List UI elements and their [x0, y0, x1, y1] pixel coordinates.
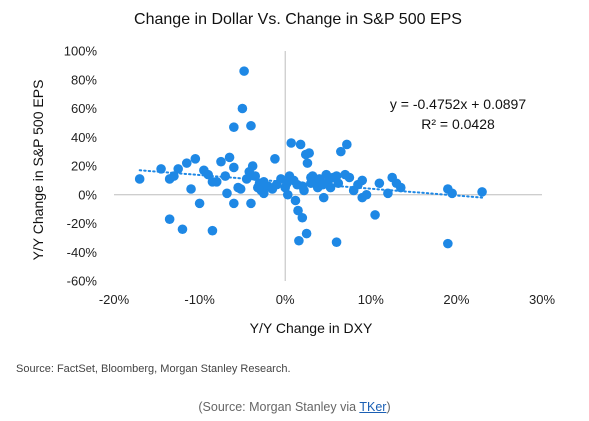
data-point	[477, 187, 487, 197]
data-point	[229, 198, 239, 209]
data-point	[156, 164, 166, 174]
data-point	[259, 188, 269, 199]
data-point	[169, 171, 179, 181]
data-point	[299, 185, 309, 196]
data-point	[294, 235, 304, 246]
source-note: Source: FactSet, Bloomberg, Morgan Stanl…	[16, 363, 291, 375]
data-point	[282, 189, 293, 200]
caption: (Source: Morgan Stanley via TKer)	[0, 400, 589, 414]
trendline-equation: y = -0.4752x + 0.0897	[390, 96, 526, 112]
data-point	[229, 162, 239, 173]
y-tick-label: 20%	[71, 159, 97, 174]
data-point	[224, 152, 235, 163]
data-point	[286, 138, 296, 148]
y-tick-label: 80%	[71, 72, 97, 87]
caption-prefix: (Source: Morgan Stanley via	[198, 400, 360, 414]
data-point	[164, 214, 175, 224]
data-point	[336, 146, 346, 157]
x-tick-label: 20%	[443, 292, 469, 307]
data-point	[333, 178, 344, 189]
data-point	[344, 172, 355, 183]
data-point	[207, 225, 218, 236]
y-tick-label: -40%	[67, 245, 98, 260]
y-tick-label: 0%	[78, 187, 97, 202]
data-point	[293, 205, 303, 216]
data-point	[297, 212, 308, 223]
x-axis-label: Y/Y Change in DXY	[250, 320, 373, 336]
data-point	[173, 164, 183, 174]
data-point	[357, 175, 368, 186]
chart-title: Change in Dollar Vs. Change in S&P 500 E…	[134, 11, 462, 28]
data-points	[134, 66, 487, 249]
data-point	[270, 154, 280, 164]
y-axis-label: Y/Y Change in S&P 500 EPS	[30, 80, 46, 261]
x-tick-label: -10%	[184, 292, 215, 307]
x-tick-label: 30%	[529, 292, 555, 307]
data-point	[383, 188, 393, 199]
data-point	[302, 158, 313, 168]
data-point	[186, 184, 196, 194]
data-point	[447, 188, 457, 199]
data-point	[239, 66, 249, 76]
data-point	[443, 238, 453, 249]
data-point	[374, 178, 385, 189]
data-point	[235, 184, 246, 194]
data-point	[357, 192, 368, 203]
x-tick-label: 10%	[358, 292, 384, 307]
data-point	[290, 195, 301, 206]
data-point	[211, 177, 222, 187]
data-point	[246, 120, 256, 131]
data-point	[306, 178, 316, 189]
data-point	[246, 198, 256, 209]
data-point	[229, 122, 239, 132]
data-point	[250, 171, 261, 181]
axes	[114, 51, 542, 281]
data-point	[134, 174, 145, 184]
data-point	[331, 237, 342, 247]
data-point	[295, 139, 306, 150]
tick-labels: -20% -10% 0% 10% 20% 30% -60% -40% -20% 0% 20% 40% 6…	[64, 44, 556, 308]
data-point	[222, 188, 232, 199]
data-point	[318, 192, 329, 203]
data-point	[247, 161, 258, 171]
data-point	[325, 182, 336, 193]
data-point	[194, 198, 205, 209]
caption-suffix: )	[386, 400, 391, 414]
data-point	[304, 148, 314, 158]
data-point	[220, 171, 231, 181]
data-point	[331, 171, 342, 181]
y-tick-label: 100%	[64, 44, 98, 59]
data-point	[181, 158, 192, 168]
data-point	[370, 210, 380, 220]
data-point	[203, 169, 213, 180]
y-tick-label: -20%	[67, 216, 98, 231]
data-point	[301, 228, 312, 239]
y-tick-label: 40%	[71, 130, 97, 145]
y-tick-label: -60%	[67, 274, 98, 289]
scatter-chart: Change in Dollar Vs. Change in S&P 500 E…	[30, 11, 556, 336]
data-point	[342, 139, 352, 150]
x-tick-label: 0%	[276, 292, 295, 307]
y-tick-label: 60%	[71, 101, 97, 116]
data-point	[395, 182, 406, 193]
data-point	[177, 224, 188, 235]
trendline-r-squared: R² = 0.0428	[421, 116, 495, 132]
data-point	[216, 156, 226, 167]
data-point	[190, 154, 201, 164]
x-tick-label: -20%	[99, 292, 130, 307]
data-point	[237, 103, 248, 114]
tker-link[interactable]: TKer	[359, 400, 387, 414]
